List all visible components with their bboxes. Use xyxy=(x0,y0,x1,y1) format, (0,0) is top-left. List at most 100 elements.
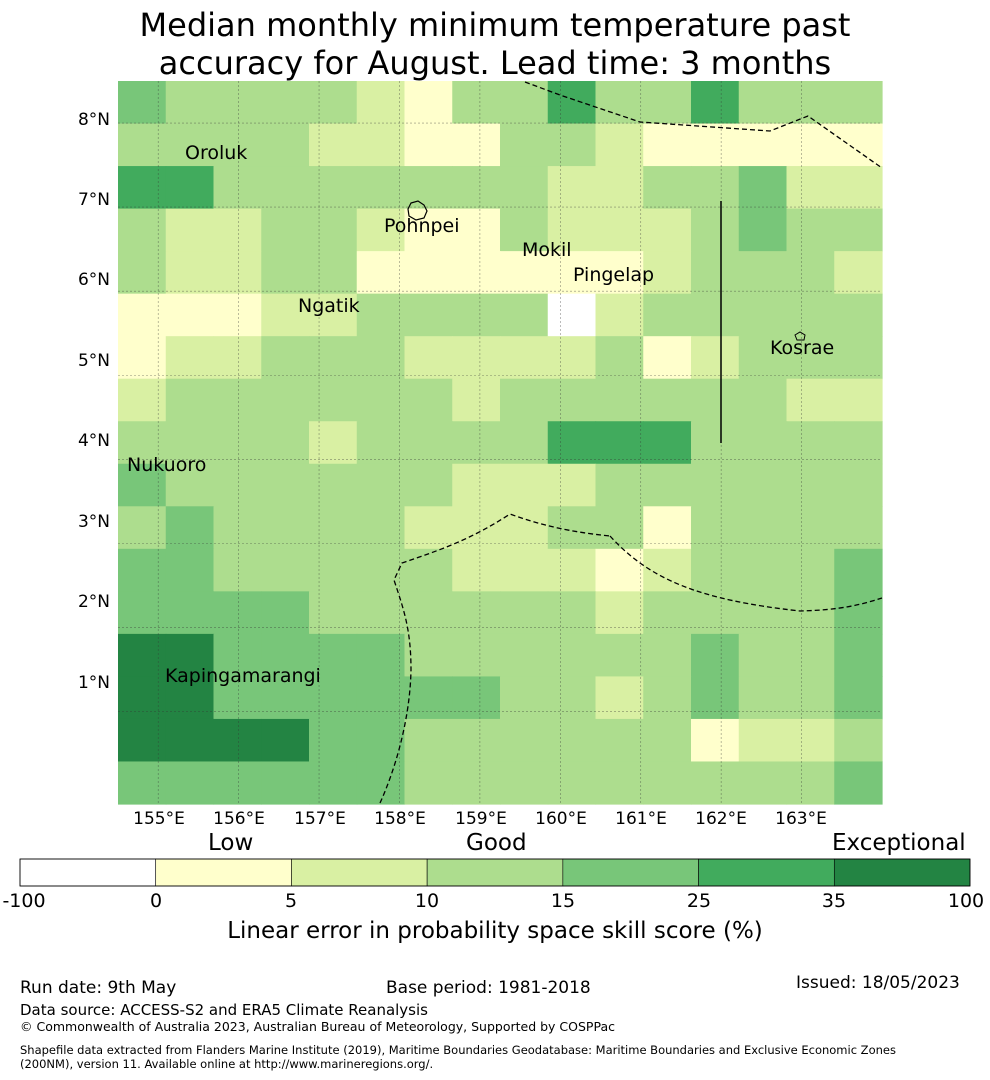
grid-cell xyxy=(309,633,358,678)
colorbar-segment xyxy=(19,858,157,887)
grid-cell xyxy=(452,591,501,635)
grid-cell xyxy=(309,251,358,295)
grid-cell xyxy=(309,123,358,167)
grid-cell xyxy=(500,166,549,210)
grid-cell xyxy=(643,506,692,550)
grid-cell xyxy=(834,123,883,167)
grid-cell xyxy=(691,251,740,295)
colorbar-tick-100: 100 xyxy=(947,890,985,912)
grid-cell xyxy=(691,506,740,550)
grid-cell xyxy=(738,208,788,252)
grid-cell xyxy=(165,251,215,295)
lat-label-3n: 3°N xyxy=(77,512,110,532)
grid-cell xyxy=(500,251,549,295)
grid-cell xyxy=(309,81,358,125)
grid-cell xyxy=(691,633,740,678)
grid-cell xyxy=(404,421,453,465)
colorbar-tick-0: 0 xyxy=(149,890,163,912)
grid-cell xyxy=(213,81,262,125)
grid-cell xyxy=(452,166,501,210)
grid-cell xyxy=(691,293,740,337)
grid-cell xyxy=(691,81,740,125)
lat-label-2n: 2°N xyxy=(77,592,110,612)
colorbar-tick-10: 10 xyxy=(414,890,440,912)
lon-label-160e: 160°E xyxy=(535,809,587,829)
grid-cell xyxy=(786,336,835,380)
grid-cell xyxy=(643,293,692,337)
grid-cell xyxy=(738,761,788,805)
grid-cell xyxy=(595,506,644,550)
grid-cell xyxy=(356,548,406,592)
grid-cell xyxy=(643,81,692,125)
grid-cell xyxy=(547,123,597,167)
eez-boundaries xyxy=(379,81,883,804)
place-label-mokil: Mokil xyxy=(522,239,572,261)
grid-cell xyxy=(500,633,549,678)
grid-cell xyxy=(165,166,215,210)
grid-cell xyxy=(118,336,167,380)
grid-cell xyxy=(834,421,883,465)
grid-cell xyxy=(118,378,167,422)
grid-cell xyxy=(643,378,692,422)
grid-cell xyxy=(356,251,406,295)
grid-cell xyxy=(213,633,262,678)
grid-cell xyxy=(261,293,310,337)
grid-cell xyxy=(834,378,883,422)
grid-cell xyxy=(691,421,740,465)
grid-cell xyxy=(165,718,215,763)
grid-cell xyxy=(738,166,788,210)
grid-cell xyxy=(261,548,310,592)
grid-cell xyxy=(643,463,692,507)
grid-cell xyxy=(118,548,167,592)
grid-cell xyxy=(738,336,788,380)
grid-cell xyxy=(261,761,310,805)
grid-cell xyxy=(786,463,835,507)
lon-label-162e: 162°E xyxy=(695,809,747,829)
grid-cell xyxy=(356,591,406,635)
grid-cell xyxy=(547,463,597,507)
grid-cell xyxy=(500,506,549,550)
grid-cell xyxy=(356,166,406,210)
grid-cell xyxy=(404,336,453,380)
grid-cell xyxy=(165,633,215,678)
grid-cell xyxy=(547,761,597,805)
grid-cell xyxy=(309,591,358,635)
grid-cell xyxy=(404,591,453,635)
grid-cell xyxy=(691,761,740,805)
grid-cell xyxy=(356,676,406,720)
grid-cell xyxy=(500,676,549,720)
place-label-kosrae: Kosrae xyxy=(770,337,835,359)
grid-cell xyxy=(786,123,835,167)
grid-cell xyxy=(738,676,788,720)
grid-cell xyxy=(165,208,215,252)
grid-cell xyxy=(165,378,215,422)
grid-cell xyxy=(165,293,215,337)
grid-cell xyxy=(452,81,501,125)
grid-cell xyxy=(452,123,501,167)
grid-cell xyxy=(452,676,501,720)
grid-cell xyxy=(213,208,262,252)
grid-cell xyxy=(691,548,740,592)
grid-cell xyxy=(213,251,262,295)
grid-cell xyxy=(786,378,835,422)
grid-cell xyxy=(595,463,644,507)
grid-cell xyxy=(404,251,453,295)
grid-cell xyxy=(500,421,549,465)
colorbar-segment xyxy=(833,858,971,887)
grid-cell xyxy=(309,378,358,422)
grid-cell xyxy=(118,81,167,125)
grid-cell xyxy=(834,251,883,295)
pohnpei-island-outline xyxy=(407,200,428,221)
grid-cell xyxy=(595,208,644,252)
colorbar-segment xyxy=(155,858,292,887)
grid-cell xyxy=(595,591,644,635)
run-date: Run date: 9th May xyxy=(20,978,177,998)
grid-cell xyxy=(356,421,406,465)
grid-cell xyxy=(595,676,644,720)
grid-cell xyxy=(500,293,549,337)
grid-cell xyxy=(547,166,597,210)
grid-cell xyxy=(547,81,597,125)
grid-cell xyxy=(452,293,501,337)
colorbar-tick-15: 15 xyxy=(550,890,576,912)
lat-label-5n: 5°N xyxy=(77,351,110,371)
